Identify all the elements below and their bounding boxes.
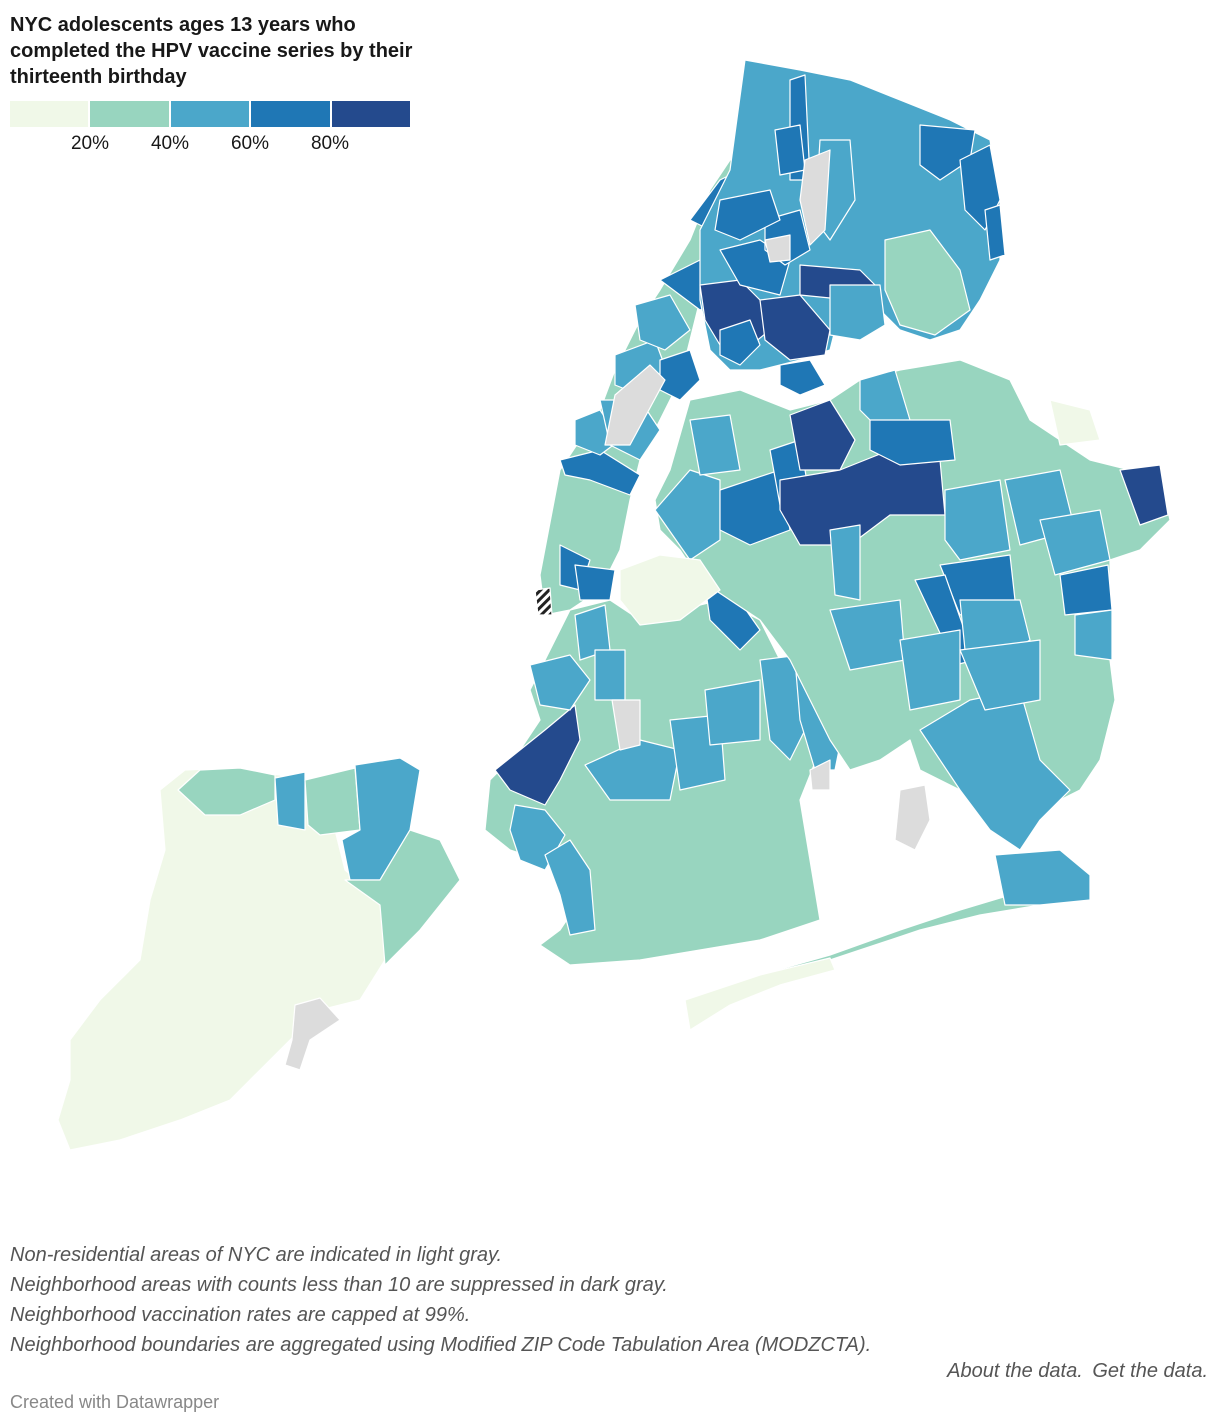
note-boundaries: Neighborhood boundaries are aggregated u… (10, 1334, 872, 1356)
about-data-link[interactable]: About the data. (947, 1360, 1083, 1382)
note-non-residential: Non-residential areas of NYC are indicat… (10, 1244, 503, 1266)
note-suppressed: Neighborhood areas with counts less than… (10, 1274, 668, 1296)
data-links: About the data. Get the data. (943, 1360, 1208, 1383)
queens-region (619, 359, 1171, 851)
rockaway-region (684, 849, 1091, 1031)
bronx-region (699, 59, 1006, 371)
legend-swatch-5 (331, 101, 411, 127)
legend-bar (10, 101, 411, 127)
legend-swatch-2 (90, 101, 171, 127)
legend-tick-60: 60% (230, 133, 270, 154)
legend-swatch-1 (10, 101, 91, 127)
legend-tick-80: 80% (310, 133, 350, 154)
legend-ticks: 20% 40% 60% 80% (10, 127, 410, 157)
legend-swatch-3 (170, 101, 252, 127)
get-data-link[interactable]: Get the data. (1092, 1360, 1208, 1382)
map-title: NYC adolescents ages 13 years who comple… (10, 14, 413, 88)
note-capped: Neighborhood vaccination rates are cappe… (10, 1304, 471, 1326)
legend-tick-40: 40% (150, 133, 190, 154)
color-legend: 20% 40% 60% 80% (10, 101, 411, 161)
nyc-choropleth-map (57, 59, 1171, 1151)
map-notes: Non-residential areas of NYC are indicat… (10, 1240, 1210, 1360)
datawrapper-credit[interactable]: Created with Datawrapper (10, 1392, 220, 1412)
staten-island-region (57, 757, 461, 1151)
legend-swatch-4 (251, 101, 332, 127)
legend-tick-20: 20% (70, 133, 110, 154)
